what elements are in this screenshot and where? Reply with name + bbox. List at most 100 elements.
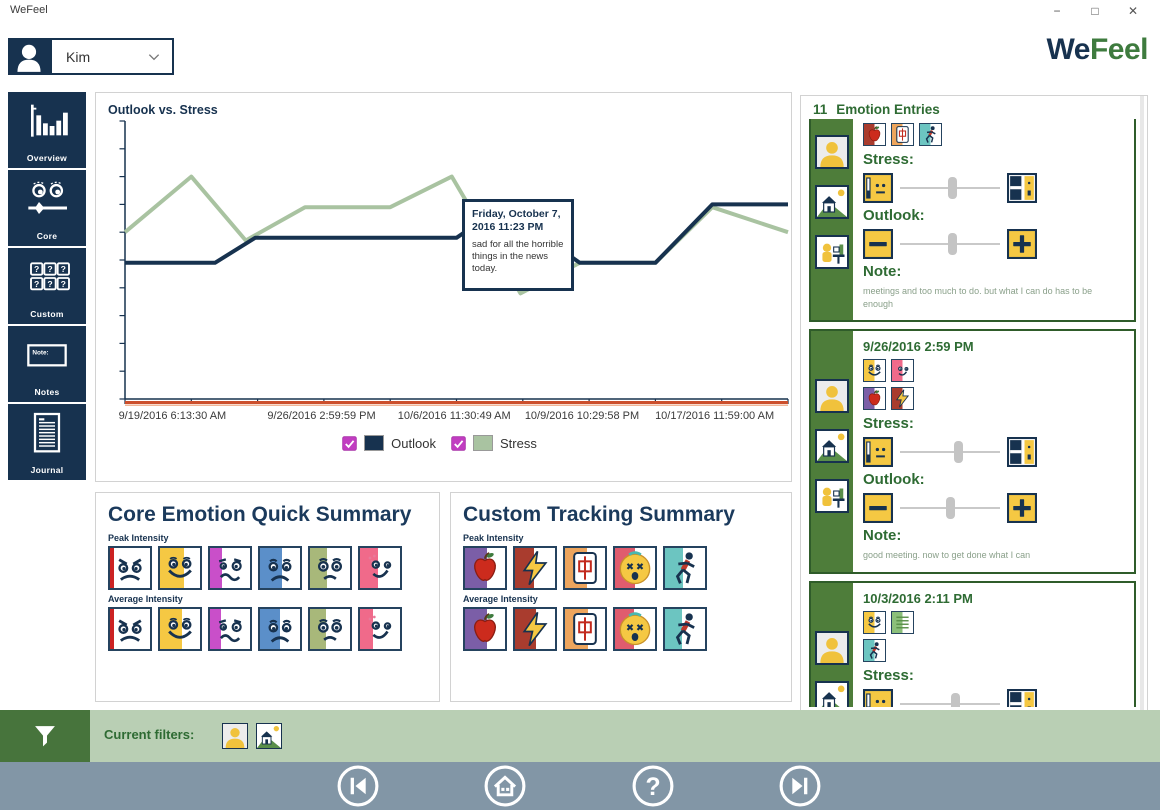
- sidebar-item-core[interactable]: Core: [8, 170, 86, 246]
- stress-slider-track[interactable]: [900, 692, 1000, 707]
- entry-emotion-tiles: [863, 610, 1124, 634]
- svg-text:?: ?: [645, 774, 660, 801]
- face-smirk-tile: [358, 546, 402, 590]
- emotion-entry-card[interactable]: Stress: Outlook: Note: meetings and too m…: [809, 119, 1136, 323]
- runner-tile: [663, 546, 707, 590]
- face-angry-tile: [108, 546, 152, 590]
- minimize-button[interactable]: −: [1053, 4, 1061, 18]
- entries-scrollbar[interactable]: [1140, 96, 1144, 711]
- chart-tooltip: Friday, October 7, 2016 11:23 PM sad for…: [462, 199, 574, 291]
- outlook-minus-icon[interactable]: [862, 493, 894, 524]
- face-happy-tile: [863, 359, 886, 383]
- filter-button[interactable]: [0, 710, 90, 762]
- stress-label: Stress:: [863, 151, 914, 168]
- sidebar-item-label: Core: [36, 231, 58, 241]
- sidebar-item-journal[interactable]: Journal: [8, 404, 86, 480]
- stress-slider-thumb[interactable]: [953, 441, 963, 464]
- sidebar-item-notes[interactable]: Note: Notes: [8, 326, 86, 402]
- outlook-minus-icon[interactable]: [862, 228, 894, 260]
- entry-timestamp: 10/3/2016 2:11 PM: [863, 590, 973, 606]
- face-smirk-tile: [358, 607, 402, 651]
- sidebar-item-overview[interactable]: Overview: [8, 92, 86, 168]
- home-button[interactable]: [483, 764, 527, 808]
- user-selector[interactable]: Kim: [50, 38, 174, 75]
- series-stress: [123, 174, 789, 296]
- entries-header: 11 Emotion Entries: [813, 102, 940, 117]
- svg-text:?: ?: [61, 264, 66, 274]
- core-peak-row: [108, 546, 427, 590]
- emotion-entry-card[interactable]: 9/26/2016 2:59 PM Stress: Outlook: Note:…: [809, 329, 1136, 574]
- filter-home-icon[interactable]: [256, 723, 282, 749]
- svg-text:Note:: Note:: [32, 350, 48, 357]
- svg-text:10/9/2016 10:29:58 PM: 10/9/2016 10:29:58 PM: [525, 410, 639, 422]
- user-name: Kim: [66, 48, 91, 65]
- stress-low-icon[interactable]: [862, 437, 894, 468]
- face-happy-tile: [158, 546, 202, 590]
- chart-plot[interactable]: 9/19/2016 6:13:30 AM 9/26/2016 2:59:59 PM…: [96, 93, 791, 481]
- bottom-navbar: ?: [0, 762, 1160, 810]
- person-context-icon: [815, 630, 849, 665]
- stress-slider-thumb[interactable]: [950, 692, 960, 707]
- stress-high-icon[interactable]: [1006, 437, 1038, 468]
- skip-back-button[interactable]: [336, 764, 380, 808]
- home-context-icon: [815, 680, 849, 707]
- dizzy-tile: [613, 607, 657, 651]
- window-controls: − □ ✕: [1038, 0, 1152, 22]
- home-context-icon: [815, 185, 849, 219]
- outlook-slider-thumb[interactable]: [945, 497, 955, 520]
- emotion-entry-card[interactable]: 10/3/2016 2:11 PM Stress:: [809, 580, 1136, 707]
- close-button[interactable]: ✕: [1127, 4, 1139, 18]
- face-smirk-tile: [891, 359, 914, 383]
- outlook-slider-track[interactable]: [900, 497, 1000, 520]
- apple-tile: [463, 607, 507, 651]
- filter-person-icon[interactable]: [222, 723, 248, 749]
- face-happy-tile: [158, 607, 202, 651]
- sidebar-item-custom[interactable]: ?????? Custom: [8, 248, 86, 324]
- average-intensity-label: Average Intensity: [463, 594, 538, 604]
- entry-body: Stress: Outlook: Note: meetings and too m…: [853, 119, 1134, 320]
- stress-label: Stress:: [863, 415, 914, 433]
- face-disgust-tile: [208, 546, 252, 590]
- stress-slider-track[interactable]: [900, 441, 1000, 464]
- app-title: WeFeel: [10, 4, 48, 16]
- stress-low-icon[interactable]: [862, 172, 894, 204]
- stress-slider-thumb[interactable]: [947, 177, 957, 199]
- stress-low-icon[interactable]: [862, 688, 894, 707]
- face-worried-tile: [308, 546, 352, 590]
- outlook-slider-thumb[interactable]: [947, 233, 957, 255]
- svg-text:?: ?: [61, 279, 66, 289]
- titlebar: WeFeel − □ ✕: [0, 0, 1160, 22]
- maximize-button[interactable]: □: [1091, 4, 1099, 18]
- entry-context-bar: [811, 331, 853, 572]
- person-icon: [17, 44, 41, 72]
- legend-checkbox-stress[interactable]: [451, 435, 466, 451]
- entry-note-text: meetings and too much to do. but what I …: [863, 286, 1093, 309]
- peak-intensity-label: Peak Intensity: [108, 533, 169, 543]
- custom-summary-card: Custom Tracking Summary Peak Intensity A…: [450, 492, 792, 702]
- outlook-slider-track[interactable]: [900, 233, 1000, 255]
- sidebar: Overview Core ?????? Custom Note: Notes Jour…: [8, 92, 86, 482]
- skip-forward-button[interactable]: [778, 764, 822, 808]
- entry-body: 9/26/2016 2:59 PM Stress: Outlook: Note:…: [853, 331, 1134, 572]
- entries-list: Stress: Outlook: Note: meetings and too m…: [809, 119, 1136, 707]
- outlook-plus-icon[interactable]: [1006, 493, 1038, 524]
- stress-high-icon[interactable]: [1006, 172, 1038, 204]
- help-button[interactable]: ?: [631, 764, 675, 808]
- legend-checkbox-outlook[interactable]: [342, 435, 357, 451]
- dizzy-tile: [613, 546, 657, 590]
- core-face-icon: [23, 176, 71, 220]
- tooltip-body: sad for all the horrible things in the n…: [472, 239, 564, 274]
- stress-slider-track[interactable]: [900, 177, 1000, 199]
- stress-slider-row: [862, 437, 1124, 468]
- logo-we: We: [1046, 33, 1091, 66]
- stress-high-icon[interactable]: [1006, 688, 1038, 707]
- funnel-icon: [35, 726, 55, 747]
- outlook-stress-chart: 9/19/2016 6:13:30 AM 9/26/2016 2:59:59 PM…: [119, 120, 789, 422]
- face-worried-tile: [308, 607, 352, 651]
- custom-average-row: [463, 607, 779, 651]
- custom-summary-title: Custom Tracking Summary: [463, 503, 735, 526]
- lightning-tile: [891, 387, 914, 411]
- work-context-icon: [815, 479, 849, 514]
- outlook-plus-icon[interactable]: [1006, 228, 1038, 260]
